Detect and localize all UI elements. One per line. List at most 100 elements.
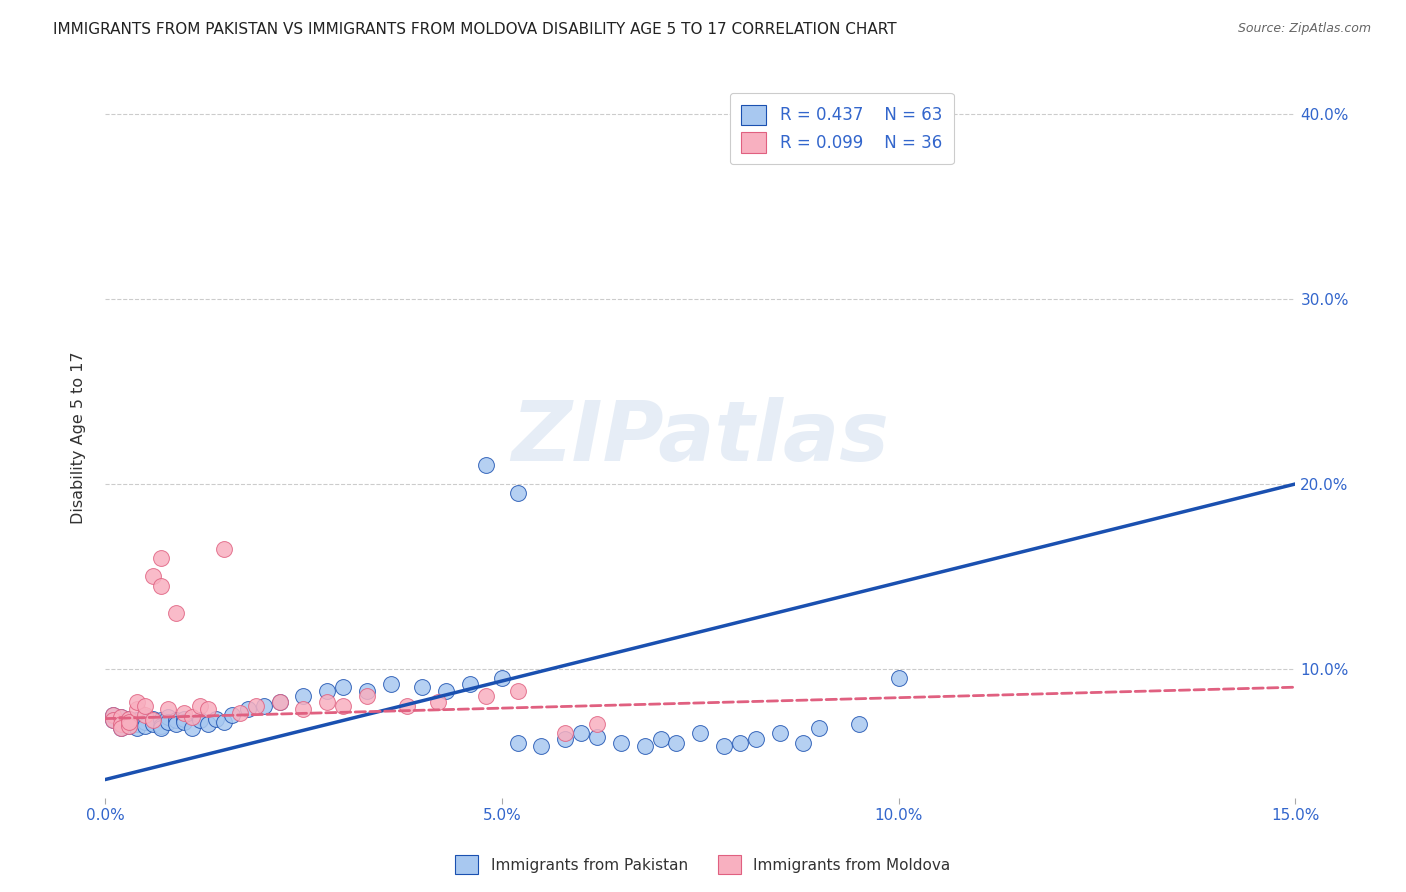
Point bbox=[380, 676, 402, 690]
Point bbox=[142, 714, 165, 728]
Legend: R = 0.437    N = 63, R = 0.099    N = 36: R = 0.437 N = 63, R = 0.099 N = 36 bbox=[730, 93, 953, 164]
Point bbox=[118, 712, 141, 726]
Point bbox=[134, 710, 156, 724]
Point bbox=[197, 702, 219, 716]
Point bbox=[173, 715, 195, 730]
Point bbox=[491, 671, 513, 685]
Point bbox=[149, 578, 172, 592]
Point bbox=[118, 715, 141, 730]
Point bbox=[586, 717, 609, 731]
Point bbox=[142, 717, 165, 731]
Point bbox=[356, 690, 378, 704]
Point bbox=[134, 719, 156, 733]
Point bbox=[101, 714, 124, 728]
Point bbox=[165, 714, 187, 728]
Point bbox=[245, 698, 267, 713]
Point bbox=[110, 717, 132, 731]
Point bbox=[808, 721, 831, 735]
Point bbox=[118, 712, 141, 726]
Point bbox=[689, 726, 711, 740]
Point bbox=[269, 695, 291, 709]
Point bbox=[125, 717, 148, 731]
Point bbox=[101, 714, 124, 728]
Point bbox=[134, 715, 156, 730]
Point bbox=[634, 739, 657, 754]
Point bbox=[149, 719, 172, 733]
Point bbox=[848, 717, 870, 731]
Point bbox=[149, 714, 172, 728]
Point bbox=[728, 736, 751, 750]
Point bbox=[427, 695, 450, 709]
Point bbox=[212, 541, 235, 556]
Point bbox=[110, 710, 132, 724]
Point bbox=[221, 707, 243, 722]
Point bbox=[134, 698, 156, 713]
Point bbox=[292, 702, 315, 716]
Point bbox=[332, 698, 354, 713]
Point bbox=[395, 698, 418, 713]
Point bbox=[745, 731, 768, 746]
Text: ZIPatlas: ZIPatlas bbox=[512, 397, 889, 478]
Point bbox=[197, 717, 219, 731]
Point bbox=[768, 726, 790, 740]
Point bbox=[165, 717, 187, 731]
Point bbox=[181, 721, 204, 735]
Point bbox=[316, 695, 339, 709]
Point bbox=[292, 690, 315, 704]
Text: IMMIGRANTS FROM PAKISTAN VS IMMIGRANTS FROM MOLDOVA DISABILITY AGE 5 TO 17 CORRE: IMMIGRANTS FROM PAKISTAN VS IMMIGRANTS F… bbox=[53, 22, 897, 37]
Point bbox=[149, 721, 172, 735]
Point bbox=[236, 702, 259, 716]
Point bbox=[316, 684, 339, 698]
Point bbox=[188, 698, 211, 713]
Point bbox=[101, 707, 124, 722]
Point bbox=[157, 710, 180, 724]
Point bbox=[125, 714, 148, 728]
Point bbox=[110, 710, 132, 724]
Point bbox=[356, 684, 378, 698]
Point bbox=[792, 736, 814, 750]
Point bbox=[165, 607, 187, 621]
Point bbox=[458, 676, 481, 690]
Point bbox=[665, 736, 688, 750]
Point bbox=[118, 719, 141, 733]
Point bbox=[411, 680, 433, 694]
Point bbox=[554, 726, 576, 740]
Point bbox=[229, 706, 252, 720]
Point bbox=[157, 702, 180, 716]
Point bbox=[205, 712, 228, 726]
Point bbox=[142, 569, 165, 583]
Point bbox=[142, 712, 165, 726]
Point bbox=[188, 714, 211, 728]
Point bbox=[475, 458, 498, 473]
Point bbox=[157, 715, 180, 730]
Point bbox=[887, 671, 910, 685]
Text: Source: ZipAtlas.com: Source: ZipAtlas.com bbox=[1237, 22, 1371, 36]
Point bbox=[506, 684, 529, 698]
Point bbox=[586, 730, 609, 744]
Point bbox=[475, 690, 498, 704]
Point bbox=[134, 707, 156, 722]
Point bbox=[269, 695, 291, 709]
Point bbox=[610, 736, 633, 750]
Point bbox=[125, 721, 148, 735]
Point bbox=[101, 707, 124, 722]
Point bbox=[713, 739, 735, 754]
Point bbox=[110, 721, 132, 735]
Point bbox=[173, 712, 195, 726]
Point bbox=[125, 702, 148, 716]
Point bbox=[569, 726, 592, 740]
Point bbox=[125, 695, 148, 709]
Y-axis label: Disability Age 5 to 17: Disability Age 5 to 17 bbox=[72, 351, 86, 524]
Point bbox=[332, 680, 354, 694]
Point bbox=[110, 717, 132, 731]
Point bbox=[506, 486, 529, 500]
Point bbox=[650, 731, 672, 746]
Point bbox=[118, 715, 141, 730]
Point bbox=[173, 706, 195, 720]
Point bbox=[530, 739, 553, 754]
Point bbox=[253, 698, 276, 713]
Point bbox=[212, 715, 235, 730]
Point bbox=[110, 721, 132, 735]
Point bbox=[181, 710, 204, 724]
Point bbox=[434, 684, 457, 698]
